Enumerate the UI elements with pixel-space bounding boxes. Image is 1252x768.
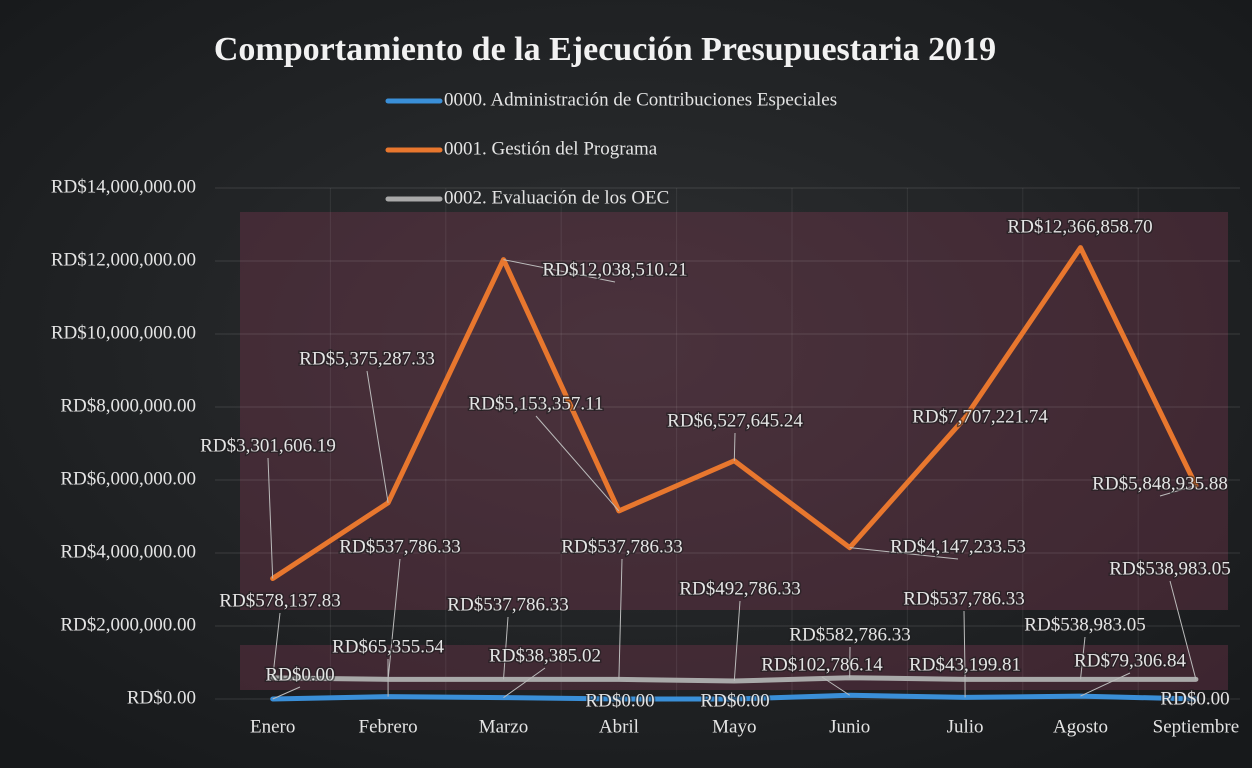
data-label: RD$65,355.54	[332, 636, 444, 657]
data-label: RD$6,527,645.24	[667, 410, 803, 431]
data-label: RD$38,385.02	[489, 645, 601, 666]
leader-line	[1080, 672, 1131, 697]
x-tick-label: Marzo	[479, 716, 529, 737]
y-tick-label: RD$4,000,000.00	[60, 541, 196, 562]
leader-line	[849, 547, 959, 560]
x-tick-label: Agosto	[1053, 716, 1108, 737]
x-tick-label: Junio	[829, 716, 870, 737]
y-tick-label: RD$10,000,000.00	[51, 322, 196, 343]
data-label: RD$537,786.33	[561, 536, 682, 557]
data-label: RD$538,983.05	[1109, 558, 1230, 579]
leader-line	[733, 600, 741, 682]
leader-line	[366, 370, 389, 503]
data-label: RD$0.00	[265, 664, 334, 685]
leader-line	[1159, 485, 1197, 497]
data-label: RD$12,366,858.70	[1007, 216, 1152, 237]
data-label: RD$0.00	[1160, 688, 1229, 709]
data-label: RD$5,153,357.11	[469, 393, 604, 414]
leader-line	[387, 558, 401, 680]
series-line	[270, 692, 1199, 702]
x-tick-label: Julio	[947, 716, 984, 737]
x-tick-label: Enero	[250, 716, 295, 737]
y-tick-label: RD$2,000,000.00	[60, 614, 196, 635]
y-tick-label: RD$6,000,000.00	[60, 468, 196, 489]
leader-line	[821, 676, 850, 696]
data-label: RD$43,199.81	[909, 654, 1021, 675]
series-line	[270, 245, 1199, 581]
leader-line	[503, 616, 509, 680]
data-label: RD$537,786.33	[339, 536, 460, 557]
y-tick-label: RD$12,000,000.00	[51, 249, 196, 270]
plot-band	[240, 212, 1228, 610]
legend-label: 0001. Gestión del Programa	[444, 138, 658, 159]
data-label: RD$102,786.14	[761, 654, 883, 675]
legend: 0000. Administración de Contribuciones E…	[385, 89, 837, 208]
data-label: RD$7,707,221.74	[912, 406, 1048, 427]
chart-title: Comportamiento de la Ejecución Presupues…	[214, 31, 996, 68]
data-label: RD$79,306.84	[1074, 650, 1186, 671]
leader-line	[503, 667, 546, 699]
data-label: RD$492,786.33	[679, 578, 800, 599]
leader-line	[272, 612, 281, 678]
leader-line	[963, 610, 966, 680]
x-tick-label: Septiembre	[1153, 716, 1240, 737]
data-label: RD$0.00	[700, 690, 769, 711]
data-label: RD$538,983.05	[1024, 614, 1145, 635]
data-label: RD$0.00	[585, 690, 654, 711]
data-label: RD$4,147,233.53	[890, 536, 1026, 557]
y-tick-label: RD$14,000,000.00	[51, 176, 196, 197]
y-tick-label: RD$0.00	[127, 687, 196, 708]
x-tick-label: Mayo	[712, 716, 756, 737]
leader-line	[535, 415, 620, 512]
leader-line	[503, 259, 616, 283]
leader-line	[1080, 636, 1086, 680]
data-label: RD$5,848,935.88	[1092, 473, 1228, 494]
y-tick-label: RD$8,000,000.00	[60, 395, 196, 416]
leader-line	[618, 558, 623, 680]
legend-label: 0000. Administración de Contribuciones E…	[444, 89, 837, 110]
data-label: RD$3,301,606.19	[200, 435, 336, 456]
leader-line	[267, 457, 274, 579]
data-label: RD$5,375,287.33	[299, 348, 435, 369]
x-tick-label: Abril	[599, 716, 639, 737]
data-label: RD$537,786.33	[903, 588, 1024, 609]
leader-line	[1169, 580, 1197, 680]
data-label: RD$12,038,510.21	[542, 259, 687, 280]
leader-line	[272, 686, 301, 700]
data-label: RD$537,786.33	[447, 594, 568, 615]
legend-label: 0002. Evaluación de los OEC	[444, 187, 669, 208]
leader-line	[733, 432, 736, 461]
x-tick-label: Febrero	[359, 716, 418, 737]
data-label: RD$578,137.83	[219, 590, 340, 611]
data-label: RD$582,786.33	[789, 624, 910, 645]
